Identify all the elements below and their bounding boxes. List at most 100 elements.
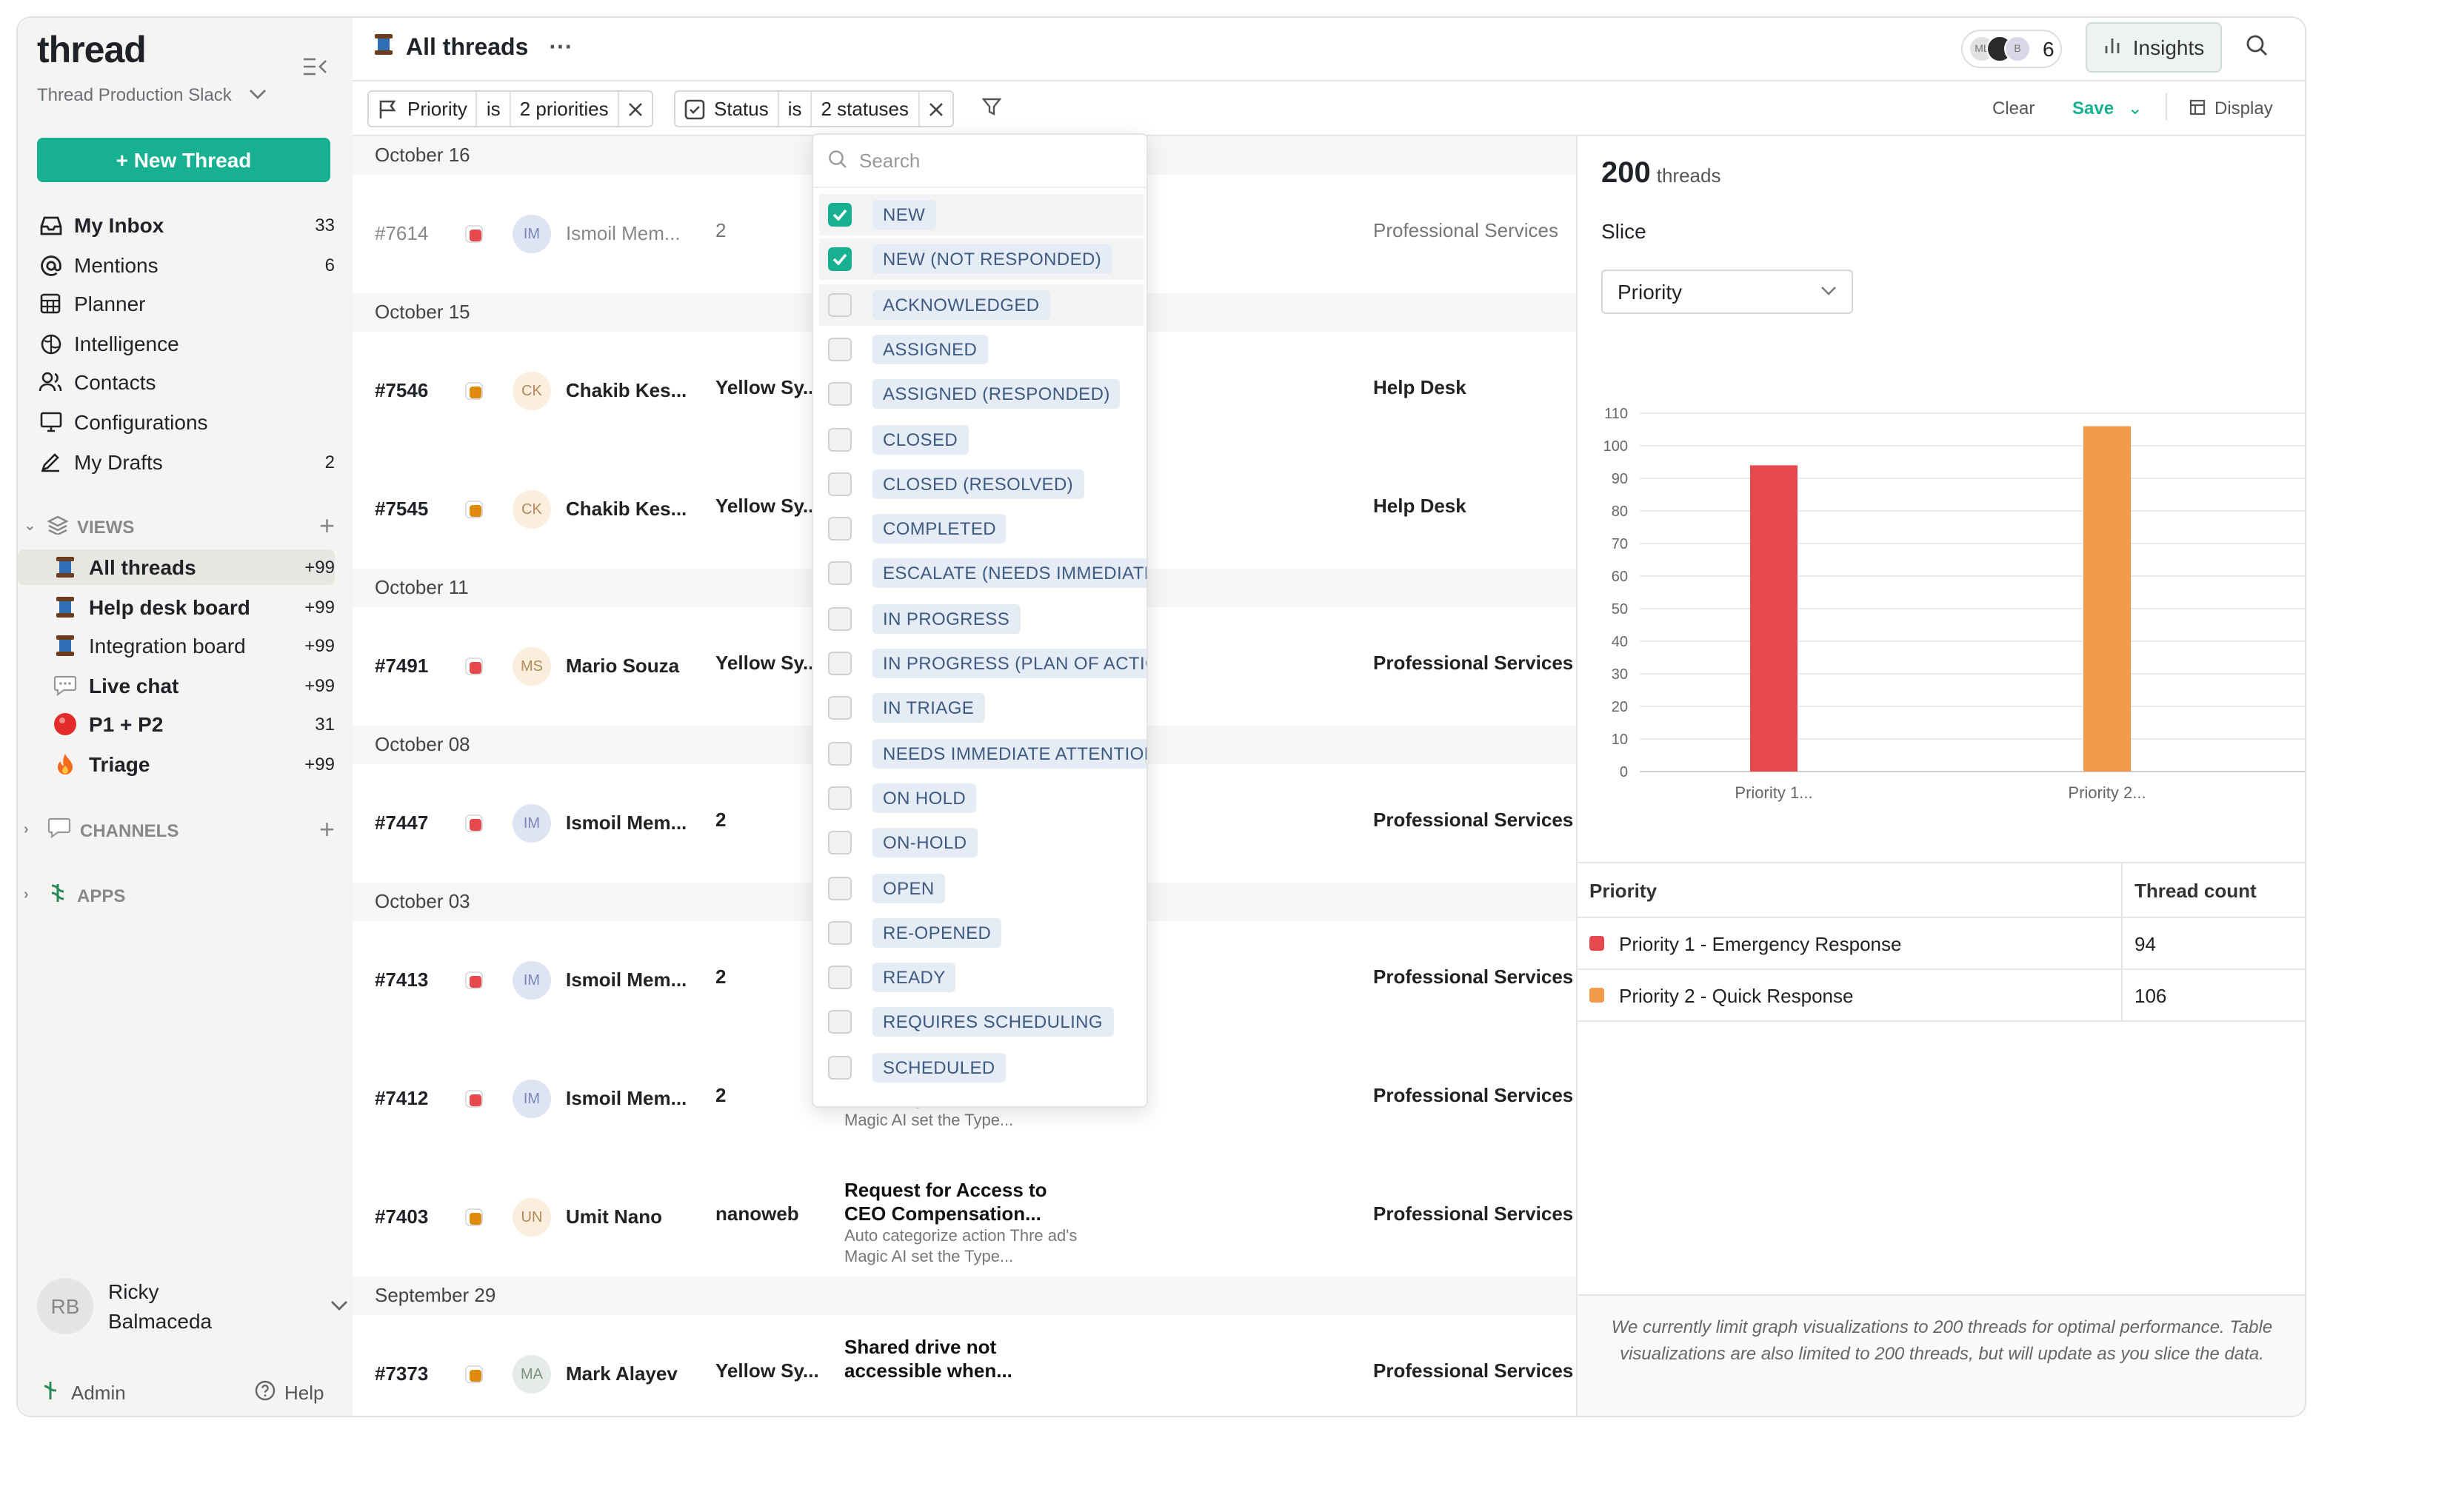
- checkbox[interactable]: [828, 831, 852, 855]
- status-option[interactable]: ASSIGNED (RESPONDED): [819, 373, 1144, 415]
- clear-filters-button[interactable]: Clear: [1992, 98, 2035, 118]
- table-row[interactable]: #7545 CK Chakib Kes... Yellow Sy... Help Des…: [353, 450, 1576, 569]
- sidebar-item-p1-p2[interactable]: P1 + P2 31: [50, 706, 335, 742]
- more-options-icon[interactable]: ···: [549, 35, 573, 60]
- status-option[interactable]: ON HOLD: [819, 777, 1144, 819]
- status-option[interactable]: RE-OPENED: [819, 912, 1144, 954]
- close-icon[interactable]: [919, 92, 952, 126]
- checkbox[interactable]: [828, 1010, 852, 1034]
- sidebar-item-my-inbox[interactable]: My Inbox 33: [36, 207, 335, 243]
- status-option[interactable]: NEW: [819, 194, 1144, 235]
- sidebar-item-planner[interactable]: Planner: [36, 286, 335, 321]
- status-option[interactable]: NEEDS IMMEDIATE ATTENTION: [819, 732, 1146, 774]
- sidebar-item-configurations[interactable]: Configurations: [36, 404, 335, 440]
- status-filter-chip[interactable]: Status is 2 statuses: [674, 90, 954, 127]
- sidebar-item-integration-board[interactable]: Integration board +99: [50, 628, 335, 663]
- table-row[interactable]: #7614 IM Ismoil Mem... 2 Professional Servic…: [353, 175, 1576, 293]
- insights-button[interactable]: Insights: [2086, 22, 2222, 73]
- priority-indicator[interactable]: [465, 1365, 483, 1383]
- checkbox[interactable]: [828, 606, 852, 631]
- checkbox[interactable]: [828, 966, 852, 990]
- search-icon[interactable]: [2246, 34, 2268, 62]
- save-view-button[interactable]: Save ⌄: [2072, 98, 2143, 118]
- apps-section-header[interactable]: › APPS: [24, 883, 335, 908]
- status-option[interactable]: ACKNOWLEDGED: [819, 284, 1144, 326]
- priority-filter-operator[interactable]: is: [478, 92, 511, 126]
- new-thread-button[interactable]: + New Thread: [37, 138, 330, 182]
- priority-filter-chip[interactable]: Priority is 2 priorities: [367, 90, 653, 127]
- checkbox[interactable]: [828, 1055, 852, 1080]
- checkbox[interactable]: [828, 696, 852, 720]
- priority-indicator[interactable]: [465, 971, 483, 989]
- bar[interactable]: [1750, 465, 1798, 772]
- priority-indicator[interactable]: [465, 658, 483, 675]
- table-row[interactable]: Priority 1 - Emergency Response 94: [1578, 918, 2306, 970]
- checkbox[interactable]: [828, 741, 852, 766]
- status-option[interactable]: CLOSED: [819, 418, 1144, 460]
- priority-indicator[interactable]: [465, 814, 483, 832]
- priority-indicator[interactable]: [465, 382, 483, 400]
- checked-checkbox[interactable]: [828, 247, 852, 272]
- status-option[interactable]: IN TRIAGE: [819, 688, 1144, 729]
- checkbox[interactable]: [828, 292, 852, 317]
- close-icon[interactable]: [619, 92, 652, 126]
- slice-select[interactable]: Priority: [1601, 270, 1853, 314]
- status-filter-operator[interactable]: is: [779, 92, 812, 126]
- priority-indicator[interactable]: [465, 1090, 483, 1108]
- status-option[interactable]: OPEN: [819, 867, 1144, 909]
- status-filter-value[interactable]: 2 statuses: [812, 92, 920, 126]
- add-channel-button[interactable]: +: [318, 814, 335, 844]
- checkbox[interactable]: [828, 920, 852, 945]
- table-row[interactable]: #7373 MA Mark Alayev Yellow Sy... Shared dri…: [353, 1315, 1576, 1416]
- sidebar-item-intelligence[interactable]: Intelligence: [36, 326, 335, 361]
- status-option[interactable]: ESCALATE (NEEDS IMMEDIATE A: [819, 553, 1146, 595]
- sidebar-item-contacts[interactable]: Contacts: [36, 364, 335, 400]
- priority-indicator[interactable]: [465, 501, 483, 518]
- priority-filter-field[interactable]: Priority: [369, 92, 478, 126]
- table-row[interactable]: #7546 CK Chakib Kes... Yellow Sy... Help Des…: [353, 332, 1576, 450]
- sidebar-item-all-threads[interactable]: All threads +99: [18, 549, 335, 585]
- checkbox[interactable]: [828, 382, 852, 407]
- checkbox[interactable]: [828, 561, 852, 586]
- priority-indicator[interactable]: [465, 1208, 483, 1226]
- display-button[interactable]: Display: [2189, 98, 2273, 118]
- checkbox[interactable]: [828, 337, 852, 361]
- sidebar-item-live-chat[interactable]: Live chat +99: [50, 668, 335, 703]
- checkbox[interactable]: [828, 517, 852, 541]
- viewers-avatars[interactable]: ML B 6: [1961, 30, 2062, 68]
- table-row[interactable]: Priority 2 - Quick Response 106: [1578, 970, 2306, 1022]
- priority-filter-value[interactable]: 2 priorities: [511, 92, 619, 126]
- table-row[interactable]: #7491 MS Mario Souza Yellow Sy... Profession…: [353, 607, 1576, 726]
- status-option[interactable]: NEW (NOT RESPONDED): [819, 238, 1144, 281]
- status-search-input[interactable]: Search: [813, 135, 1146, 188]
- checkbox[interactable]: [828, 786, 852, 810]
- sidebar-item-triage[interactable]: Triage +99: [50, 746, 335, 782]
- status-option[interactable]: IN PROGRESS (PLAN OF ACTION): [819, 643, 1146, 684]
- status-option[interactable]: SCHEDULED: [819, 1046, 1144, 1088]
- user-menu[interactable]: RB Ricky Balmaceda: [37, 1262, 348, 1351]
- collapse-sidebar-icon[interactable]: [302, 56, 329, 80]
- add-view-button[interactable]: +: [318, 511, 335, 541]
- status-option[interactable]: ON-HOLD: [819, 822, 1144, 863]
- status-option[interactable]: ASSIGNED: [819, 329, 1144, 370]
- checkbox[interactable]: [828, 427, 852, 451]
- filter-icon[interactable]: [981, 98, 1002, 120]
- sidebar-item-my-drafts[interactable]: My Drafts 2: [36, 444, 335, 480]
- views-section-header[interactable]: ⌄ VIEWS +: [24, 511, 335, 542]
- table-row[interactable]: #7447 IM Ismoil Mem... 2 Professional Servic…: [353, 764, 1576, 883]
- status-option[interactable]: IN PROGRESS: [819, 598, 1144, 639]
- table-row[interactable]: #7413 IM Ismoil Mem... 2 Professional Servic…: [353, 921, 1576, 1040]
- table-row[interactable]: #7403 UN Umit Nano nanoweb Request for Acces…: [353, 1158, 1576, 1277]
- bar[interactable]: [2083, 426, 2131, 772]
- status-option[interactable]: COMPLETED: [819, 508, 1144, 549]
- sidebar-item-mentions[interactable]: Mentions 6: [36, 247, 335, 283]
- channels-section-header[interactable]: › CHANNELS +: [24, 814, 335, 846]
- workspace-switcher[interactable]: Thread Production Slack: [37, 84, 267, 105]
- checked-checkbox[interactable]: [828, 203, 852, 227]
- status-option[interactable]: REQUIRES SCHEDULING: [819, 1002, 1144, 1043]
- admin-link[interactable]: Admin: [41, 1380, 126, 1405]
- priority-indicator[interactable]: [465, 225, 483, 243]
- checkbox[interactable]: [828, 472, 852, 496]
- sidebar-item-help-desk-board[interactable]: Help desk board +99: [50, 589, 335, 625]
